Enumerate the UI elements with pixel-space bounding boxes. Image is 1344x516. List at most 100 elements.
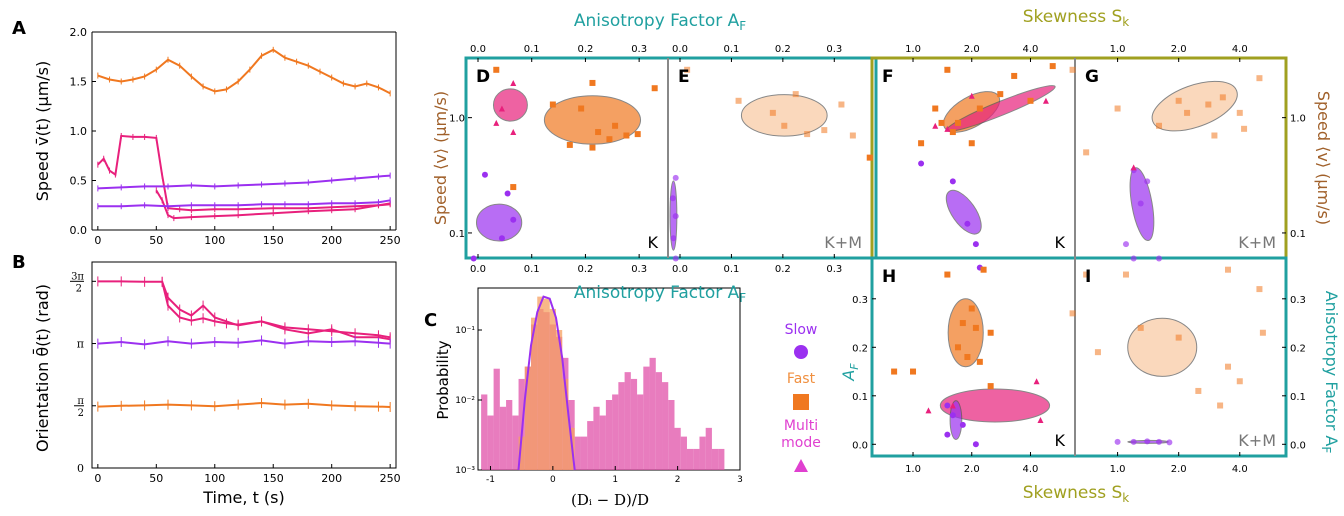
af-tick-label: 0.2 xyxy=(775,264,791,275)
fast-point xyxy=(987,329,994,336)
x-tick-label: 50 xyxy=(149,234,163,247)
fast-point xyxy=(735,97,742,104)
anisotropy-right-title: Anisotropy Factor AF xyxy=(1319,291,1341,454)
cluster-ellipse-multi xyxy=(492,88,528,122)
fast-point xyxy=(1175,334,1182,341)
multi-point xyxy=(968,92,975,99)
x-tick-label: 50 xyxy=(149,472,163,485)
fast-point xyxy=(493,66,500,73)
anisotropy-top-title: Anisotropy Factor AF xyxy=(574,11,746,33)
y-tick-label: 10⁻³ xyxy=(455,466,475,476)
slow-point xyxy=(672,255,679,262)
slow-point xyxy=(972,241,979,248)
fast-point xyxy=(578,105,585,112)
cluster-ellipse-fast xyxy=(1127,317,1198,377)
af-tick-label: 0.2 xyxy=(577,264,593,275)
series-line-1 xyxy=(161,281,391,341)
fast-point xyxy=(549,101,556,108)
panel-letter: B xyxy=(12,252,26,273)
histogram-bar-0 xyxy=(699,436,706,470)
skewness-top-title: Skewness Sk xyxy=(1023,7,1130,29)
fast-point xyxy=(954,344,961,351)
fast-point xyxy=(1122,271,1129,278)
histogram-bar-0 xyxy=(481,394,488,470)
x-tick-label: -1 xyxy=(486,475,495,485)
legend-multi-marker xyxy=(794,459,808,472)
fast-point xyxy=(1156,122,1163,129)
af-v-tick-label: 0.1 xyxy=(852,392,868,403)
multi-point xyxy=(493,119,500,126)
fast-point xyxy=(804,131,811,138)
histogram-bar-0 xyxy=(686,448,694,470)
fast-point xyxy=(1256,286,1263,293)
fast-point xyxy=(964,354,971,360)
fast-point xyxy=(910,368,917,375)
x-tick-label: 0 xyxy=(94,472,101,485)
af-v-tick-label: 0.2 xyxy=(1290,343,1306,354)
fast-point xyxy=(510,184,517,191)
slow-point xyxy=(964,220,971,227)
speed-tick-label: 0.1 xyxy=(1290,229,1306,240)
sk-tick-label: 4.0 xyxy=(1023,44,1039,55)
slow-point xyxy=(1156,255,1163,262)
histogram-bar-1 xyxy=(549,308,556,470)
sk-tick-label: 2.0 xyxy=(1171,44,1187,55)
fast-point xyxy=(612,122,619,129)
af-left-title: AF xyxy=(839,363,861,382)
histogram-bar-0 xyxy=(680,436,687,470)
slow-point xyxy=(498,235,505,242)
x-tick-label: 2 xyxy=(675,475,681,485)
fast-point xyxy=(866,154,873,161)
fast-point xyxy=(1236,109,1243,116)
sk-tick-label: 4.0 xyxy=(1232,464,1248,475)
fast-point xyxy=(1236,378,1243,385)
y-tick-label: 2.0 xyxy=(70,26,88,39)
fast-point xyxy=(1205,101,1212,108)
fast-point xyxy=(1219,94,1226,101)
series-line-0 xyxy=(97,48,391,95)
speed-tick-label: 1.0 xyxy=(449,114,465,125)
sk-tick-label: 1.0 xyxy=(905,464,921,475)
histogram-bar-0 xyxy=(655,372,663,470)
sk-tick-label: 2.0 xyxy=(1171,464,1187,475)
histogram-bar-0 xyxy=(637,394,644,470)
anisotropy-mid-title: Anisotropy Factor AF xyxy=(574,283,746,305)
y-axis-label: Orientation θ̄(t) (rad) xyxy=(33,284,52,452)
y-tick-label: 10⁻² xyxy=(455,396,475,406)
fast-point xyxy=(1069,310,1076,317)
y-tick-label: 0.5 xyxy=(70,175,88,188)
histogram-bar-1 xyxy=(518,436,525,470)
multi-point xyxy=(932,122,939,129)
af-tick-label: 0.3 xyxy=(826,44,842,55)
plot-frame xyxy=(91,261,397,469)
cluster-ellipse-slow xyxy=(945,189,982,235)
slow-point xyxy=(481,171,488,178)
fast-point xyxy=(1027,97,1034,104)
fast-point xyxy=(1137,324,1144,331)
fast-point xyxy=(1184,109,1191,116)
x-tick-label: 150 xyxy=(263,472,284,485)
histogram-bar-0 xyxy=(599,415,606,470)
histogram-bar-1 xyxy=(543,298,550,470)
fast-point xyxy=(1114,105,1121,112)
histogram-bar-1 xyxy=(562,378,569,470)
x-axis-label: Time, t (s) xyxy=(202,488,285,507)
multi-point xyxy=(1037,417,1044,424)
fast-point xyxy=(589,144,596,151)
af-tick-label: 0.0 xyxy=(470,44,486,55)
fast-point xyxy=(566,141,573,148)
skewness-bottom-title: Skewness Sk xyxy=(1023,483,1130,505)
fast-point xyxy=(769,109,776,116)
fast-point xyxy=(997,91,1004,98)
histogram-bar-1 xyxy=(555,330,563,470)
slow-point xyxy=(470,255,477,262)
histogram-bar-0 xyxy=(643,366,650,470)
fast-point xyxy=(972,324,979,331)
multi-point xyxy=(1042,97,1049,104)
multi-point xyxy=(510,129,517,136)
corner-label: K+M xyxy=(1238,431,1276,450)
fast-point xyxy=(1211,132,1218,139)
slow-point xyxy=(949,412,956,419)
panel-letter: C xyxy=(424,310,437,331)
